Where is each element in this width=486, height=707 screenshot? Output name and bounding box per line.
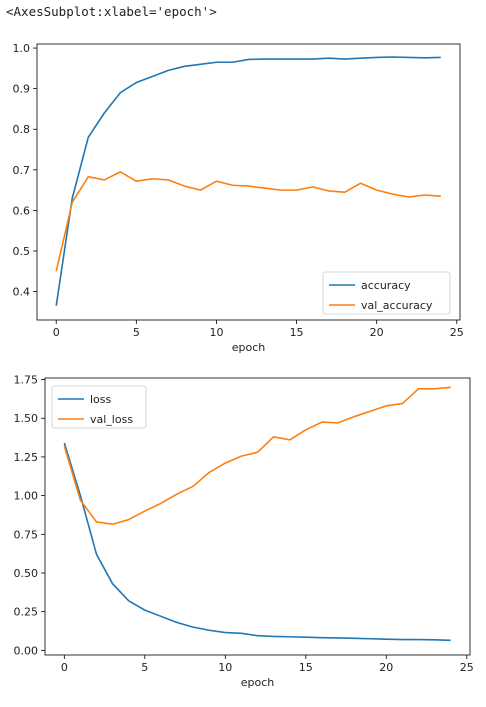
x-tick-label: 0: [53, 326, 60, 339]
x-tick-label: 25: [450, 326, 464, 339]
legend-label: loss: [90, 393, 112, 406]
y-tick-label: 1.50: [14, 412, 39, 425]
y-tick-label: 0.25: [14, 606, 39, 619]
x-tick-label: 0: [61, 661, 68, 674]
series-line-accuracy: [55, 56, 441, 306]
x-axis-label: epoch: [241, 676, 275, 689]
y-tick-label: 1.00: [14, 490, 39, 503]
plot-frame: [36, 43, 461, 321]
legend-label: accuracy: [361, 279, 411, 292]
x-tick-label: 20: [370, 326, 384, 339]
legend-label: val_accuracy: [361, 299, 433, 312]
series-line-loss: [63, 442, 451, 642]
output-repr-text: <AxesSubplot:xlabel='epoch'>: [6, 4, 217, 19]
y-tick-label: 1.75: [14, 374, 39, 387]
x-tick-label: 20: [379, 661, 393, 674]
y-tick-label: 0.7: [13, 164, 31, 177]
x-tick-label: 15: [299, 661, 313, 674]
x-axis-label: epoch: [232, 341, 266, 354]
y-tick-label: 0.50: [14, 567, 39, 580]
legend: [322, 271, 451, 315]
series-line-val-accuracy: [55, 171, 441, 272]
series-line-val-loss: [63, 386, 451, 526]
x-tick-label: 5: [133, 326, 140, 339]
plot-frame: [44, 377, 471, 656]
loss-chart: 0 5 10 15 20 25 0.00 0.25 0.50 0.75 1.00 1.25 1.50 1.…: [14, 374, 474, 689]
y-tick-label: 0.6: [13, 204, 31, 217]
y-tick-label: 0.4: [13, 286, 31, 299]
x-tick-label: 5: [141, 661, 148, 674]
legend-label: val_loss: [90, 413, 133, 426]
y-tick-label: 0.00: [14, 644, 39, 657]
x-tick-label: 25: [460, 661, 474, 674]
y-tick-label: 0.9: [13, 83, 31, 96]
x-tick-label: 15: [290, 326, 304, 339]
y-tick-label: 1.0: [13, 42, 31, 55]
accuracy-chart: 0 5 10 15 20 25 0.4 0.5 0.6 0.7 0.8 0.9 1.0 epoch accu…: [13, 42, 464, 354]
y-tick-label: 1.25: [14, 451, 39, 464]
legend: [51, 385, 147, 429]
x-tick-label: 10: [218, 661, 232, 674]
y-tick-label: 0.8: [13, 123, 31, 136]
x-tick-label: 10: [209, 326, 223, 339]
y-tick-label: 0.5: [13, 245, 31, 258]
y-tick-label: 0.75: [14, 528, 39, 541]
